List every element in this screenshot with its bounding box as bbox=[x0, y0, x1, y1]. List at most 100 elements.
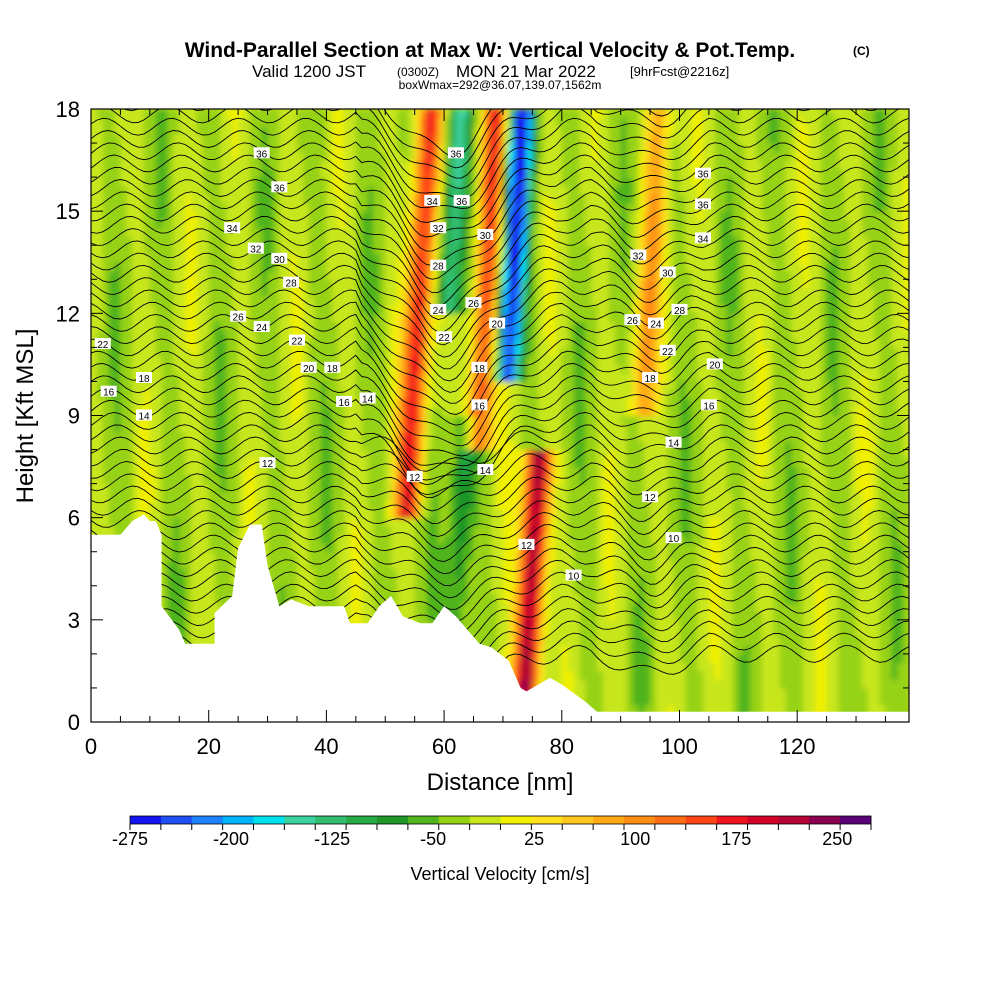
velocity-cell bbox=[314, 177, 322, 187]
velocity-cell bbox=[320, 177, 327, 187]
velocity-cell bbox=[167, 202, 174, 212]
velocity-cell bbox=[355, 594, 363, 604]
velocity-cell bbox=[155, 185, 163, 195]
velocity-cell bbox=[102, 228, 110, 238]
velocity-cell bbox=[226, 143, 233, 153]
velocity-cell bbox=[444, 177, 451, 187]
velocity-cell bbox=[355, 509, 363, 519]
velocity-cell bbox=[438, 475, 445, 485]
velocity-cell bbox=[179, 415, 186, 425]
velocity-cell bbox=[444, 526, 451, 536]
velocity-cell bbox=[185, 287, 192, 297]
velocity-cell bbox=[238, 398, 245, 408]
velocity-cell bbox=[473, 177, 480, 187]
velocity-cell bbox=[349, 568, 357, 578]
velocity-cell bbox=[332, 517, 339, 527]
velocity-cell bbox=[261, 424, 269, 434]
velocity-cell bbox=[385, 364, 392, 374]
velocity-cell bbox=[373, 415, 380, 425]
velocity-cell bbox=[320, 109, 327, 119]
velocity-cell bbox=[426, 466, 433, 476]
velocity-cell bbox=[332, 185, 339, 195]
velocity-cell bbox=[397, 381, 404, 391]
velocity-cell bbox=[261, 381, 269, 391]
velocity-cell bbox=[426, 509, 433, 519]
velocity-cell bbox=[432, 211, 439, 221]
velocity-cell bbox=[479, 194, 486, 204]
velocity-cell bbox=[191, 219, 198, 229]
velocity-cell bbox=[397, 185, 404, 195]
velocity-cell bbox=[249, 168, 257, 178]
velocity-cell bbox=[314, 228, 322, 238]
velocity-cell bbox=[291, 160, 298, 170]
velocity-cell bbox=[473, 424, 480, 434]
velocity-cell bbox=[367, 381, 375, 391]
velocity-cell bbox=[149, 347, 157, 357]
velocity-cell bbox=[455, 211, 463, 221]
velocity-cell bbox=[161, 236, 169, 246]
velocity-cell bbox=[138, 177, 145, 187]
velocity-cell bbox=[373, 185, 380, 195]
velocity-cell bbox=[361, 253, 369, 263]
velocity-cell bbox=[467, 492, 475, 502]
velocity-cell bbox=[91, 526, 98, 536]
velocity-cell bbox=[285, 347, 292, 357]
velocity-cell bbox=[420, 372, 428, 383]
velocity-cell bbox=[449, 594, 457, 604]
velocity-cell bbox=[461, 475, 469, 485]
velocity-cell bbox=[455, 304, 463, 314]
velocity-cell bbox=[379, 381, 386, 391]
velocity-cell bbox=[291, 185, 298, 195]
velocity-cell bbox=[249, 185, 257, 195]
velocity-cell bbox=[320, 134, 327, 144]
velocity-cell bbox=[155, 389, 163, 400]
velocity-cell bbox=[191, 492, 198, 502]
velocity-cell bbox=[391, 253, 398, 263]
velocity-cell bbox=[397, 117, 404, 127]
velocity-cell bbox=[167, 185, 174, 195]
velocity-cell bbox=[361, 432, 369, 442]
velocity-cell bbox=[402, 296, 410, 306]
velocity-cell bbox=[408, 483, 416, 493]
velocity-cell bbox=[220, 577, 227, 587]
velocity-cell bbox=[449, 287, 457, 297]
velocity-cell bbox=[379, 398, 386, 408]
velocity-cell bbox=[155, 109, 163, 119]
velocity-cell bbox=[179, 466, 186, 476]
velocity-cell bbox=[320, 560, 327, 570]
velocity-cell bbox=[179, 304, 186, 314]
velocity-cell bbox=[361, 219, 369, 229]
velocity-cell bbox=[220, 389, 227, 400]
velocity-cell bbox=[267, 381, 275, 391]
velocity-cell bbox=[126, 177, 133, 187]
velocity-cell bbox=[285, 330, 292, 340]
velocity-cell bbox=[214, 406, 222, 417]
velocity-cell bbox=[161, 389, 169, 400]
velocity-cell bbox=[167, 500, 174, 510]
velocity-cell bbox=[385, 117, 392, 127]
velocity-cell bbox=[367, 228, 375, 238]
velocity-cell bbox=[308, 509, 316, 519]
velocity-cell bbox=[296, 270, 304, 280]
velocity-cell bbox=[179, 500, 186, 510]
velocity-cell bbox=[361, 296, 369, 306]
velocity-cell bbox=[385, 372, 392, 383]
velocity-cell bbox=[379, 492, 386, 502]
velocity-cell bbox=[391, 551, 398, 561]
velocity-cell bbox=[491, 441, 498, 451]
velocity-cell bbox=[491, 287, 498, 297]
velocity-cell bbox=[102, 313, 110, 323]
velocity-cell bbox=[273, 228, 280, 238]
velocity-cell bbox=[244, 492, 251, 502]
velocity-cell bbox=[273, 245, 280, 255]
velocity-cell bbox=[467, 585, 475, 595]
velocity-cell bbox=[338, 372, 345, 383]
velocity-cell bbox=[361, 602, 369, 612]
velocity-cell bbox=[149, 160, 157, 170]
velocity-cell bbox=[202, 628, 210, 638]
velocity-cell bbox=[267, 568, 275, 578]
velocity-cell bbox=[391, 534, 398, 544]
velocity-cell bbox=[114, 236, 122, 246]
velocity-cell bbox=[173, 262, 180, 272]
velocity-cell bbox=[179, 389, 186, 400]
